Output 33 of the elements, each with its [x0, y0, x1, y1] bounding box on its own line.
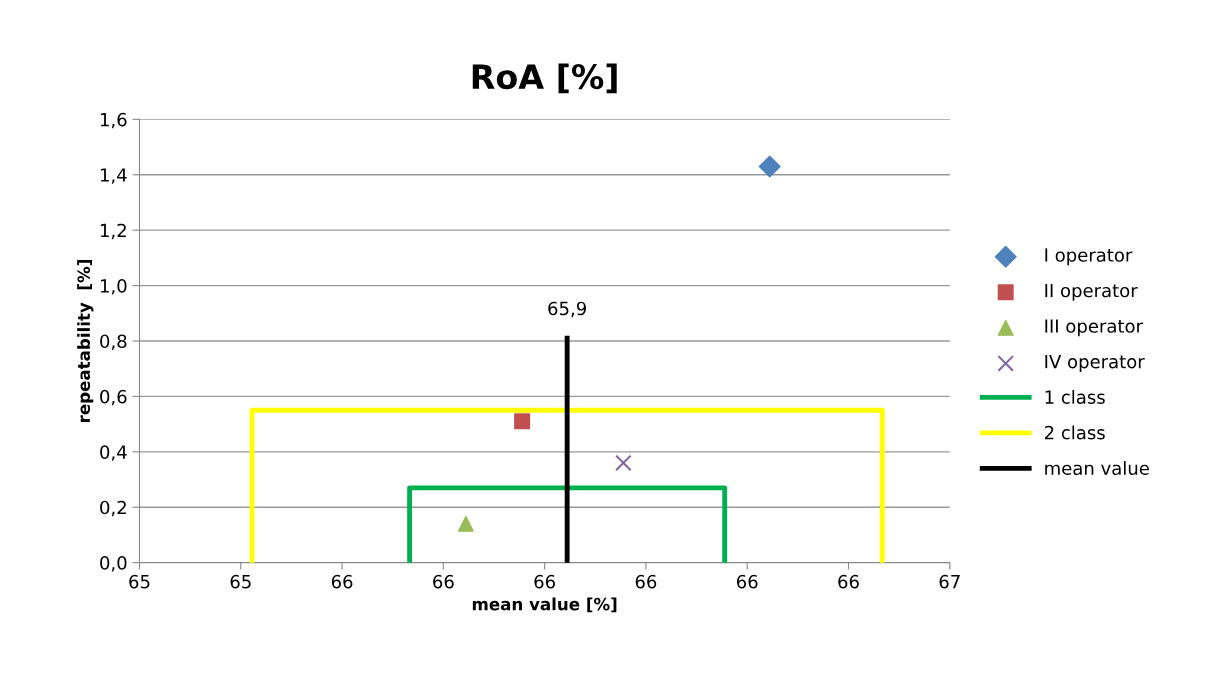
x-tick-label: 66 [635, 574, 657, 589]
y-tick-label: 0,8 [100, 334, 127, 350]
legend-label: II operator [1045, 283, 1138, 301]
y-tick-label: 0,6 [100, 389, 127, 406]
x-tick-label: 66 [534, 574, 555, 589]
chart-title: RoA [%] [472, 63, 617, 94]
annotation: 65,9 [548, 301, 586, 318]
legend-label: 2 class [1044, 425, 1105, 440]
legend-label: IV operator [1045, 354, 1145, 372]
legend-label: 1 class [1045, 389, 1105, 404]
y-tick-label: 1,0 [100, 279, 127, 295]
x-axis-title: mean value [%] [472, 597, 617, 613]
point [457, 515, 474, 532]
y-tick-label: 0,0 [100, 556, 127, 572]
y-tick-label: 0,4 [100, 445, 127, 461]
point [758, 155, 781, 178]
point [514, 413, 531, 430]
point [615, 454, 632, 472]
legend-label: I operator [1045, 248, 1133, 266]
y-axis-title: repeatability [%] [77, 260, 94, 422]
legend-label: mean value [1045, 461, 1149, 475]
x-tick-label: 66 [736, 574, 758, 589]
x-tick-label: 66 [433, 574, 454, 589]
x-tick-label: 67 [939, 574, 960, 589]
y-tick-label: 0,2 [100, 500, 126, 517]
x-tick-label: 66 [838, 574, 859, 589]
x-tick-label: 65 [129, 574, 150, 589]
legend-label: III operator [1045, 319, 1143, 337]
y-tick-label: 1,4 [100, 168, 127, 184]
x-tick-label: 65 [230, 574, 251, 589]
y-tick-label: 1,2 [100, 223, 126, 240]
x-tick-label: 66 [331, 574, 353, 589]
y-tick-label: 1,6 [100, 112, 127, 129]
